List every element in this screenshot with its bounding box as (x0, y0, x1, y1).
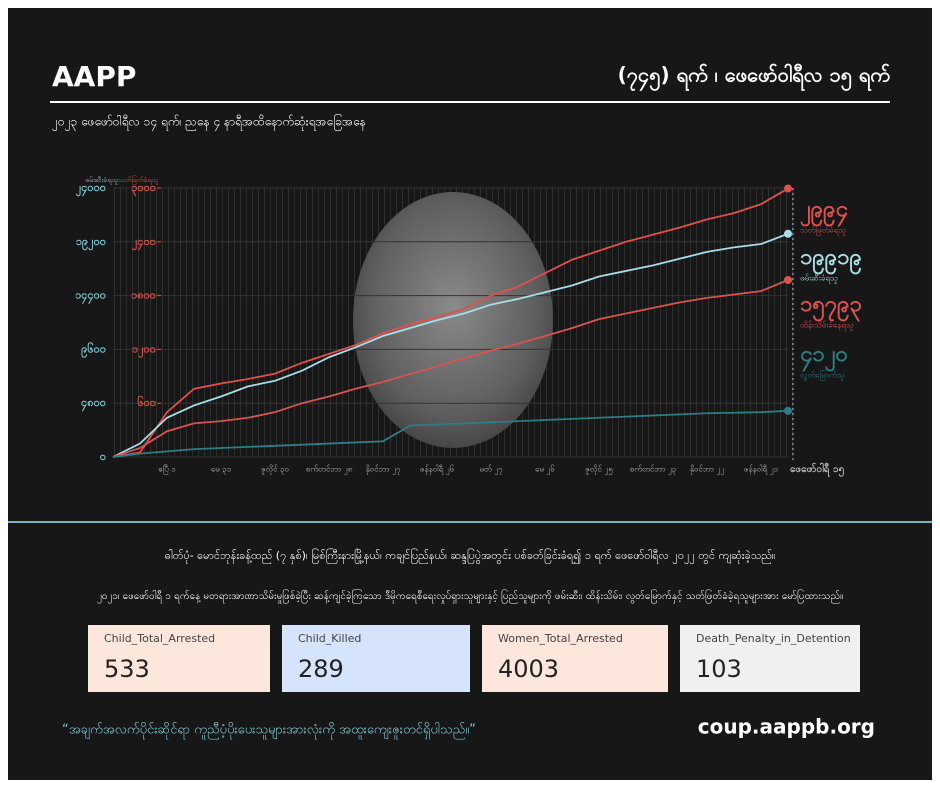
series-line (112, 279, 789, 458)
stat-card (282, 625, 470, 692)
stat-label: Child_Total_Arrested (104, 632, 215, 645)
x-tick-label: ဧပြီ ၁ (158, 464, 175, 476)
stat-value: 103 (696, 655, 742, 683)
end-name-label: လွတ်မြောက်သူ (800, 370, 845, 382)
y-tick-label: ၉၆၀၀ (81, 342, 106, 358)
series-line (112, 232, 789, 458)
stat-value: 289 (298, 655, 344, 683)
stat-card (88, 625, 270, 692)
x-tick-label: ဖေဖော်ဝါရီ ၁၅ (790, 462, 844, 478)
end-dot (784, 275, 792, 284)
note: ၂၀၂၁၊ ဖေဖော်ဝါရီ ၁ ရက်နေ့ မတရားအာဏာသိမ်း… (97, 588, 843, 604)
footer-quote: “အချက်အလက်ပိုင်းဆိုင်ရာ ကူညီပံ့ပိုးပေးသူ… (62, 722, 476, 740)
end-dot (784, 406, 792, 415)
stat-card (680, 625, 860, 692)
y-tick-label: ၁၄၄၀၀ (75, 289, 106, 305)
brand: AAPP (52, 60, 136, 93)
y2-tick-label: ၁၈၀၀ (131, 289, 156, 302)
footer-url: coup.aappb.org (698, 715, 875, 739)
x-tick-label: ဇန်နဝါရီ ၂၆ (420, 464, 454, 476)
stat-card (482, 625, 668, 692)
end-name-label: ဖမ်းဆီးခံရသူ (800, 273, 838, 285)
x-tick-label: နိုဝင်ဘာ ၂၂ (690, 464, 725, 476)
stat-value: 4003 (498, 655, 559, 683)
photo (353, 192, 553, 448)
y2-tick-label: ၂၄၀၀ (132, 235, 156, 251)
y-tick-label: ၁၉၂၀၀ (76, 235, 106, 251)
x-tick-label: ဇန်နဝါရီ ၂၁ (744, 464, 778, 476)
y2-tick-label: ၃၀၀၀ (131, 181, 156, 197)
y2-tick-label: ၁၂၀၀ (132, 342, 156, 358)
stat-label: Death_Penalty_in_Detention (696, 632, 851, 645)
end-dot (784, 229, 792, 238)
x-tick-label: မေ ၂၆ (535, 464, 555, 476)
series-line (112, 409, 789, 458)
y-axis-title: ဖမ်းဆီးခံရသူ (85, 176, 118, 185)
x-tick-label: စက်တင်ဘာ ၂၈ (306, 464, 353, 476)
series-line (112, 187, 789, 458)
x-tick-label: မေ ၃၁ (211, 465, 231, 476)
end-name-label: ထိန်းသိမ်းခံနေရသူ (800, 320, 854, 332)
y2-tick-label: ၆၀၀ (137, 396, 156, 409)
y2-axis-title: သတ်ဖြတ်ခံရသူ (118, 175, 159, 185)
stat-label: Child_Killed (298, 632, 361, 645)
x-tick-label: စက်တင်ဘာ ၂၃ (630, 464, 677, 476)
end-name-label: သတ်ဖြတ်ခံရသူ (800, 225, 846, 237)
x-tick-label: ဇူလိုင် ၃၀ (261, 464, 289, 476)
y-tick-label: ၂၄၀၀၀ (76, 181, 106, 197)
stat-label: Women_Total_Arrested (498, 632, 623, 645)
note: ဓါတ်ပုံ- မောင်ဘုန်းခန့်ထည် (၇ နှစ်)၊ မြစ… (165, 548, 776, 564)
subtitle: ၂၀၂၃ ဖေဖော်ဝါရီလ ၁၄ ရက်၊ ညနေ ၄ နာရီအထိနေ… (52, 113, 366, 132)
x-tick-label: ဇူလိုင် ၂၅ (585, 464, 613, 476)
x-tick-label: နိုဝင်ဘာ ၂၇ (365, 464, 400, 476)
y-tick-label: ၀ (100, 450, 106, 463)
end-dot (784, 184, 792, 193)
stat-value: 533 (104, 655, 150, 683)
y-tick-label: ၄၈၀၀ (81, 396, 106, 412)
x-tick-label: မတ် ၂၇ (479, 464, 502, 476)
